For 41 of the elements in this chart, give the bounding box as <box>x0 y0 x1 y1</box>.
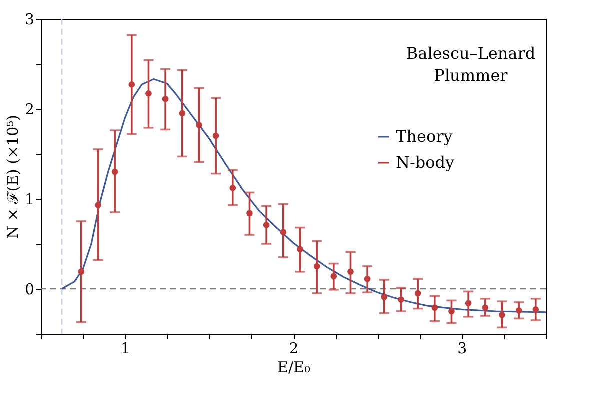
x-tick-label: 2 <box>289 340 299 358</box>
point <box>196 122 202 128</box>
y-tick-label: 3 <box>24 10 34 28</box>
point <box>280 229 287 236</box>
legend-label: Theory <box>396 127 453 146</box>
y-tick-label: 2 <box>24 100 34 118</box>
point <box>78 268 85 276</box>
x-tick-label: 3 <box>458 340 468 358</box>
point <box>212 132 220 140</box>
y-tick-label: 1 <box>24 190 34 208</box>
annotation: Plummer <box>434 66 508 85</box>
point <box>448 308 455 315</box>
x-axis-title: E/E₀ <box>278 358 310 376</box>
point <box>179 110 186 117</box>
point <box>532 306 540 313</box>
point <box>330 273 338 280</box>
point <box>146 90 152 97</box>
point <box>398 296 404 303</box>
point <box>432 304 438 312</box>
point <box>465 300 472 307</box>
point <box>516 307 522 314</box>
point <box>499 312 506 318</box>
y-tick-label: 0 <box>24 280 34 298</box>
point <box>246 210 253 217</box>
point <box>314 263 320 270</box>
annotation: Balescu–Lenard <box>406 44 536 63</box>
point <box>230 185 236 192</box>
point <box>364 276 371 282</box>
point <box>348 268 354 276</box>
point <box>112 168 118 176</box>
point <box>162 96 169 102</box>
x-tick-label: 1 <box>120 340 130 358</box>
point <box>482 304 489 312</box>
legend-label: N-body <box>396 153 455 172</box>
point <box>414 290 422 297</box>
point <box>297 246 304 253</box>
point <box>128 82 136 88</box>
point <box>95 202 102 208</box>
point <box>381 294 388 300</box>
point <box>263 222 270 228</box>
y-axis-title: N × ℱ(E) (×10⁵) <box>4 114 22 240</box>
